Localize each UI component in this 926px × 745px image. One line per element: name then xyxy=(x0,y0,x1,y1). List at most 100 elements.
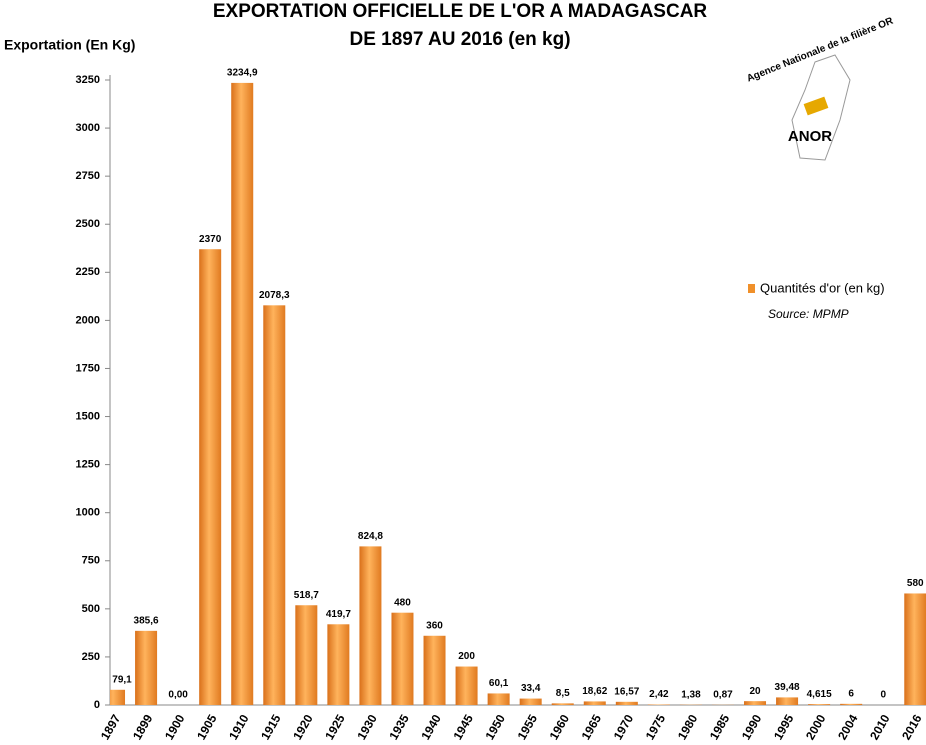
data-label: 580 xyxy=(907,578,924,589)
logo-text: Agence Nationale de la filière OR xyxy=(745,15,895,84)
logo-name: ANOR xyxy=(788,128,832,145)
data-label: 0 xyxy=(880,690,886,701)
x-tick-label: 1965 xyxy=(579,712,605,742)
data-label: 2,42 xyxy=(649,689,669,700)
data-label: 518,7 xyxy=(294,590,319,601)
y-tick-label: 1250 xyxy=(76,459,100,471)
y-tick-label: 3250 xyxy=(76,74,100,86)
data-label: 0,87 xyxy=(713,689,733,700)
x-tick-label: 1950 xyxy=(482,712,508,742)
x-tick-label: 1920 xyxy=(290,712,316,742)
x-tick-label: 1925 xyxy=(322,712,348,742)
x-tick-label: 2016 xyxy=(899,712,925,742)
x-tick-label: 1980 xyxy=(675,712,701,742)
data-label: 3234,9 xyxy=(227,68,258,79)
bar xyxy=(615,701,638,705)
bar xyxy=(295,605,318,705)
data-label: 8,5 xyxy=(556,688,570,699)
x-tick-label: 1960 xyxy=(547,712,573,742)
y-tick-label: 1000 xyxy=(76,507,100,519)
source-note: Source: MPMP xyxy=(768,307,849,321)
bar xyxy=(359,546,382,705)
data-label: 385,6 xyxy=(134,615,159,626)
y-axis-title: Exportation (En Kg) xyxy=(4,37,135,53)
data-label: 39,48 xyxy=(775,682,800,693)
bar xyxy=(199,249,222,705)
bar xyxy=(744,701,767,705)
x-tick-label: 2010 xyxy=(867,712,893,742)
data-label: 419,7 xyxy=(326,609,351,620)
x-tick-label: 1905 xyxy=(194,712,220,742)
x-tick-label: 1975 xyxy=(643,712,669,742)
data-label: 18,62 xyxy=(582,686,607,697)
data-label: 480 xyxy=(394,597,411,608)
bar xyxy=(423,635,446,705)
legend-swatch xyxy=(748,284,755,293)
data-label: 1,38 xyxy=(681,689,701,700)
x-tick-label: 1945 xyxy=(450,712,476,742)
x-tick-label: 1910 xyxy=(226,712,252,742)
chart-title: EXPORTATION OFFICIELLE DE L'OR A MADAGAS… xyxy=(213,1,708,22)
bar xyxy=(135,630,158,705)
data-label: 360 xyxy=(426,620,443,631)
data-label: 79,1 xyxy=(112,674,132,685)
bar xyxy=(263,305,286,705)
y-tick-label: 750 xyxy=(82,555,100,567)
bar xyxy=(519,698,542,705)
bar xyxy=(776,697,799,705)
y-tick-label: 1500 xyxy=(76,410,100,422)
bar xyxy=(551,703,574,705)
data-label: 33,4 xyxy=(521,683,541,694)
bar xyxy=(487,693,510,705)
y-tick-label: 2500 xyxy=(76,218,100,230)
x-tick-label: 2000 xyxy=(803,712,829,742)
x-tick-label: 1935 xyxy=(386,712,412,742)
bar xyxy=(455,666,478,705)
y-tick-label: 1750 xyxy=(76,362,100,374)
x-tick-label: 1955 xyxy=(515,712,541,742)
x-tick-label: 2004 xyxy=(835,712,861,742)
plot-area xyxy=(110,82,926,705)
data-label: 0,00 xyxy=(168,690,188,701)
data-label: 2370 xyxy=(199,234,222,245)
bar xyxy=(840,703,863,705)
logo-map xyxy=(791,54,851,161)
x-tick-label: 1970 xyxy=(611,712,637,742)
x-tick-label: 1900 xyxy=(162,712,188,742)
x-tick-label: 1897 xyxy=(98,712,124,742)
x-tick-label: 1940 xyxy=(418,712,444,742)
y-tick-label: 2000 xyxy=(76,314,100,326)
x-tick-label: 1930 xyxy=(354,712,380,742)
bar xyxy=(110,689,126,705)
x-tick-label: 1985 xyxy=(707,712,733,742)
y-tick-label: 2250 xyxy=(76,266,100,278)
bar xyxy=(231,82,254,705)
logo: Agence Nationale de la filière OR ANOR xyxy=(745,15,895,161)
x-tick-label: 1899 xyxy=(130,712,156,742)
y-tick-label: 3000 xyxy=(76,122,100,134)
x-tick-label: 1915 xyxy=(258,712,284,742)
data-label: 60,1 xyxy=(489,678,509,689)
x-tick-label: 1990 xyxy=(739,712,765,742)
y-tick-label: 500 xyxy=(82,603,100,615)
legend-label: Quantités d'or (en kg) xyxy=(760,280,885,295)
logo-gold xyxy=(803,96,829,116)
data-label: 824,8 xyxy=(358,531,383,542)
chart-subtitle: DE 1897 AU 2016 (en kg) xyxy=(349,29,570,50)
bar xyxy=(808,704,831,705)
bar xyxy=(327,624,350,705)
bar xyxy=(391,612,414,705)
data-label: 20 xyxy=(749,686,761,697)
bar xyxy=(904,593,926,705)
y-tick-label: 250 xyxy=(82,651,100,663)
data-label: 16,57 xyxy=(614,686,639,697)
data-label: 200 xyxy=(458,651,475,662)
y-tick-label: 2750 xyxy=(76,170,100,182)
bar xyxy=(583,701,606,705)
x-tick-label: 1995 xyxy=(771,712,797,742)
data-label: 4,615 xyxy=(807,689,832,700)
data-label: 2078,3 xyxy=(259,290,290,301)
y-tick-label: 0 xyxy=(94,699,100,711)
data-label: 6 xyxy=(848,688,854,699)
